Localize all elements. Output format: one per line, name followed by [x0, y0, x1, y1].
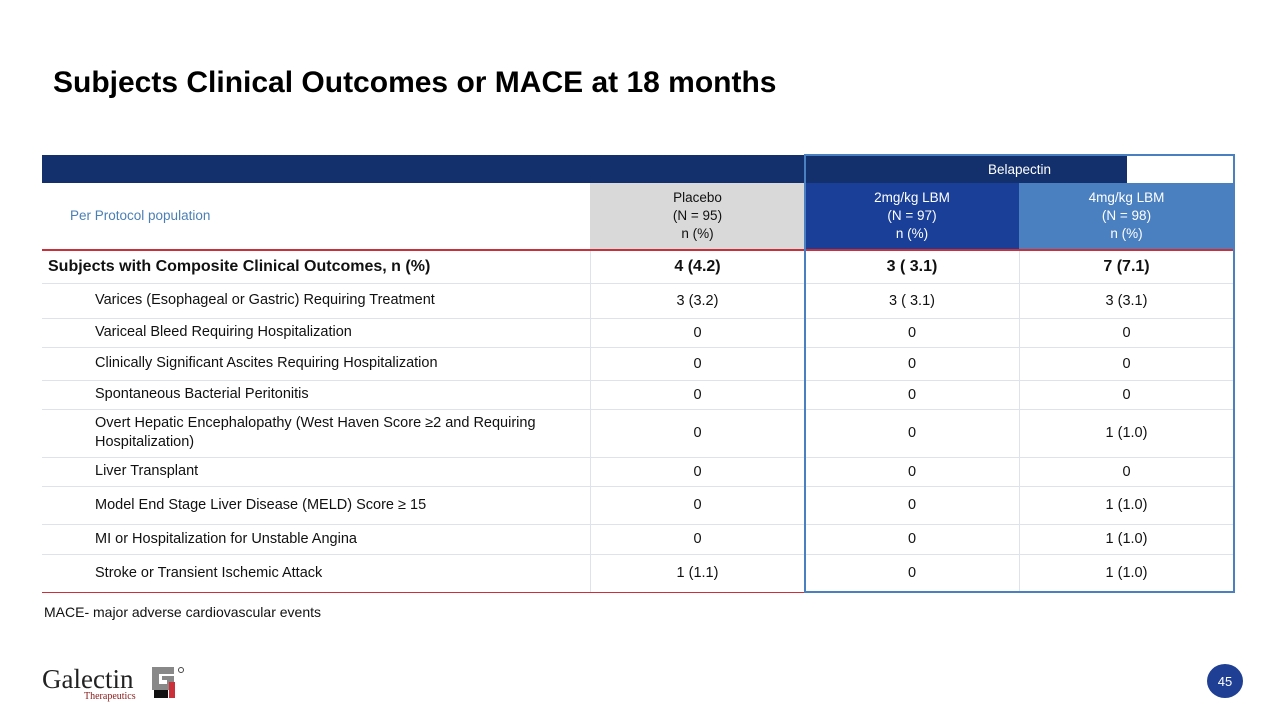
outcome-value: 0 — [590, 380, 806, 410]
outcome-value: 0 — [590, 318, 806, 348]
table-row: Model End Stage Liver Disease (MELD) Sco… — [42, 486, 1235, 525]
group-header-row: Belapectin — [42, 155, 1234, 183]
outcome-label: Variceal Bleed Requiring Hospitalization — [42, 318, 591, 348]
outcome-value: 0 — [805, 380, 1020, 410]
outcome-label: Overt Hepatic Encephalopathy (West Haven… — [42, 409, 591, 458]
outcomes-table: Belapectin Per Protocol population Place… — [42, 155, 1235, 593]
outcome-value: 1 (1.0) — [1019, 554, 1235, 593]
outcome-label: Stroke or Transient Ischemic Attack — [42, 554, 591, 593]
table-row: Variceal Bleed Requiring Hospitalization… — [42, 318, 1235, 348]
outcome-value: 0 — [1019, 380, 1235, 410]
belapectin-header: Belapectin — [912, 155, 1127, 183]
outcome-value: 3 (3.2) — [590, 283, 806, 319]
outcome-value: 0 — [1019, 318, 1235, 348]
outcome-value: 3 (3.1) — [1019, 283, 1235, 319]
outcome-value: 0 — [590, 409, 806, 458]
footnote: MACE- major adverse cardiovascular event… — [44, 604, 321, 620]
outcome-value: 0 — [805, 457, 1020, 487]
outcome-value: 0 — [590, 486, 806, 525]
outcome-value: 0 — [590, 457, 806, 487]
table-row: Varices (Esophageal or Gastric) Requirin… — [42, 283, 1235, 319]
outcome-label: Clinically Significant Ascites Requiring… — [42, 347, 591, 381]
svg-text:Therapeutics: Therapeutics — [84, 691, 136, 702]
outcome-value: 1 (1.1) — [590, 554, 806, 593]
outcome-value: 0 — [805, 524, 1020, 555]
table-row: MI or Hospitalization for Unstable Angin… — [42, 524, 1235, 555]
outcome-value: 0 — [805, 409, 1020, 458]
outcome-value: 0 — [590, 524, 806, 555]
col-placebo: Placebo (N = 95) n (%) — [590, 183, 805, 250]
outcome-label: Model End Stage Liver Disease (MELD) Sco… — [42, 486, 591, 525]
table-row: Spontaneous Bacterial Peritonitis 0 0 0 — [42, 380, 1235, 410]
outcome-value: 0 — [1019, 347, 1235, 381]
svg-text:Galectin: Galectin — [42, 664, 134, 694]
outcome-label: Spontaneous Bacterial Peritonitis — [42, 380, 591, 410]
population-label: Per Protocol population — [42, 183, 590, 250]
table-row: Liver Transplant 0 0 0 — [42, 457, 1235, 487]
outcome-value: 1 (1.0) — [1019, 524, 1235, 555]
col-2mg: 2mg/kg LBM (N = 97) n (%) — [805, 183, 1019, 250]
page-title: Subjects Clinical Outcomes or MACE at 18… — [53, 66, 777, 99]
outcome-value: 1 (1.0) — [1019, 409, 1235, 458]
table-row: Overt Hepatic Encephalopathy (West Haven… — [42, 409, 1235, 458]
outcome-value: 0 — [805, 347, 1020, 381]
table-row: Stroke or Transient Ischemic Attack 1 (1.… — [42, 554, 1235, 593]
outcome-value: 0 — [1019, 457, 1235, 487]
galectin-logo: Galectin Therapeutics — [42, 662, 192, 702]
composite-row: Subjects with Composite Clinical Outcome… — [42, 249, 1235, 284]
outcome-value: 0 — [590, 347, 806, 381]
outcome-label: MI or Hospitalization for Unstable Angin… — [42, 524, 591, 555]
outcome-label: Varices (Esophageal or Gastric) Requirin… — [42, 283, 591, 319]
outcome-value: 0 — [805, 318, 1020, 348]
column-header-row: Per Protocol population Placebo (N = 95) n… — [42, 183, 1234, 250]
outcome-value: 0 — [805, 554, 1020, 593]
outcome-value: 1 (1.0) — [1019, 486, 1235, 525]
page-number: 45 — [1207, 664, 1243, 698]
col-4mg: 4mg/kg LBM (N = 98) n (%) — [1019, 183, 1234, 250]
outcome-value: 0 — [805, 486, 1020, 525]
outcome-value: 3 ( 3.1) — [805, 283, 1020, 319]
table-row: Clinically Significant Ascites Requiring… — [42, 347, 1235, 381]
outcome-label: Liver Transplant — [42, 457, 591, 487]
